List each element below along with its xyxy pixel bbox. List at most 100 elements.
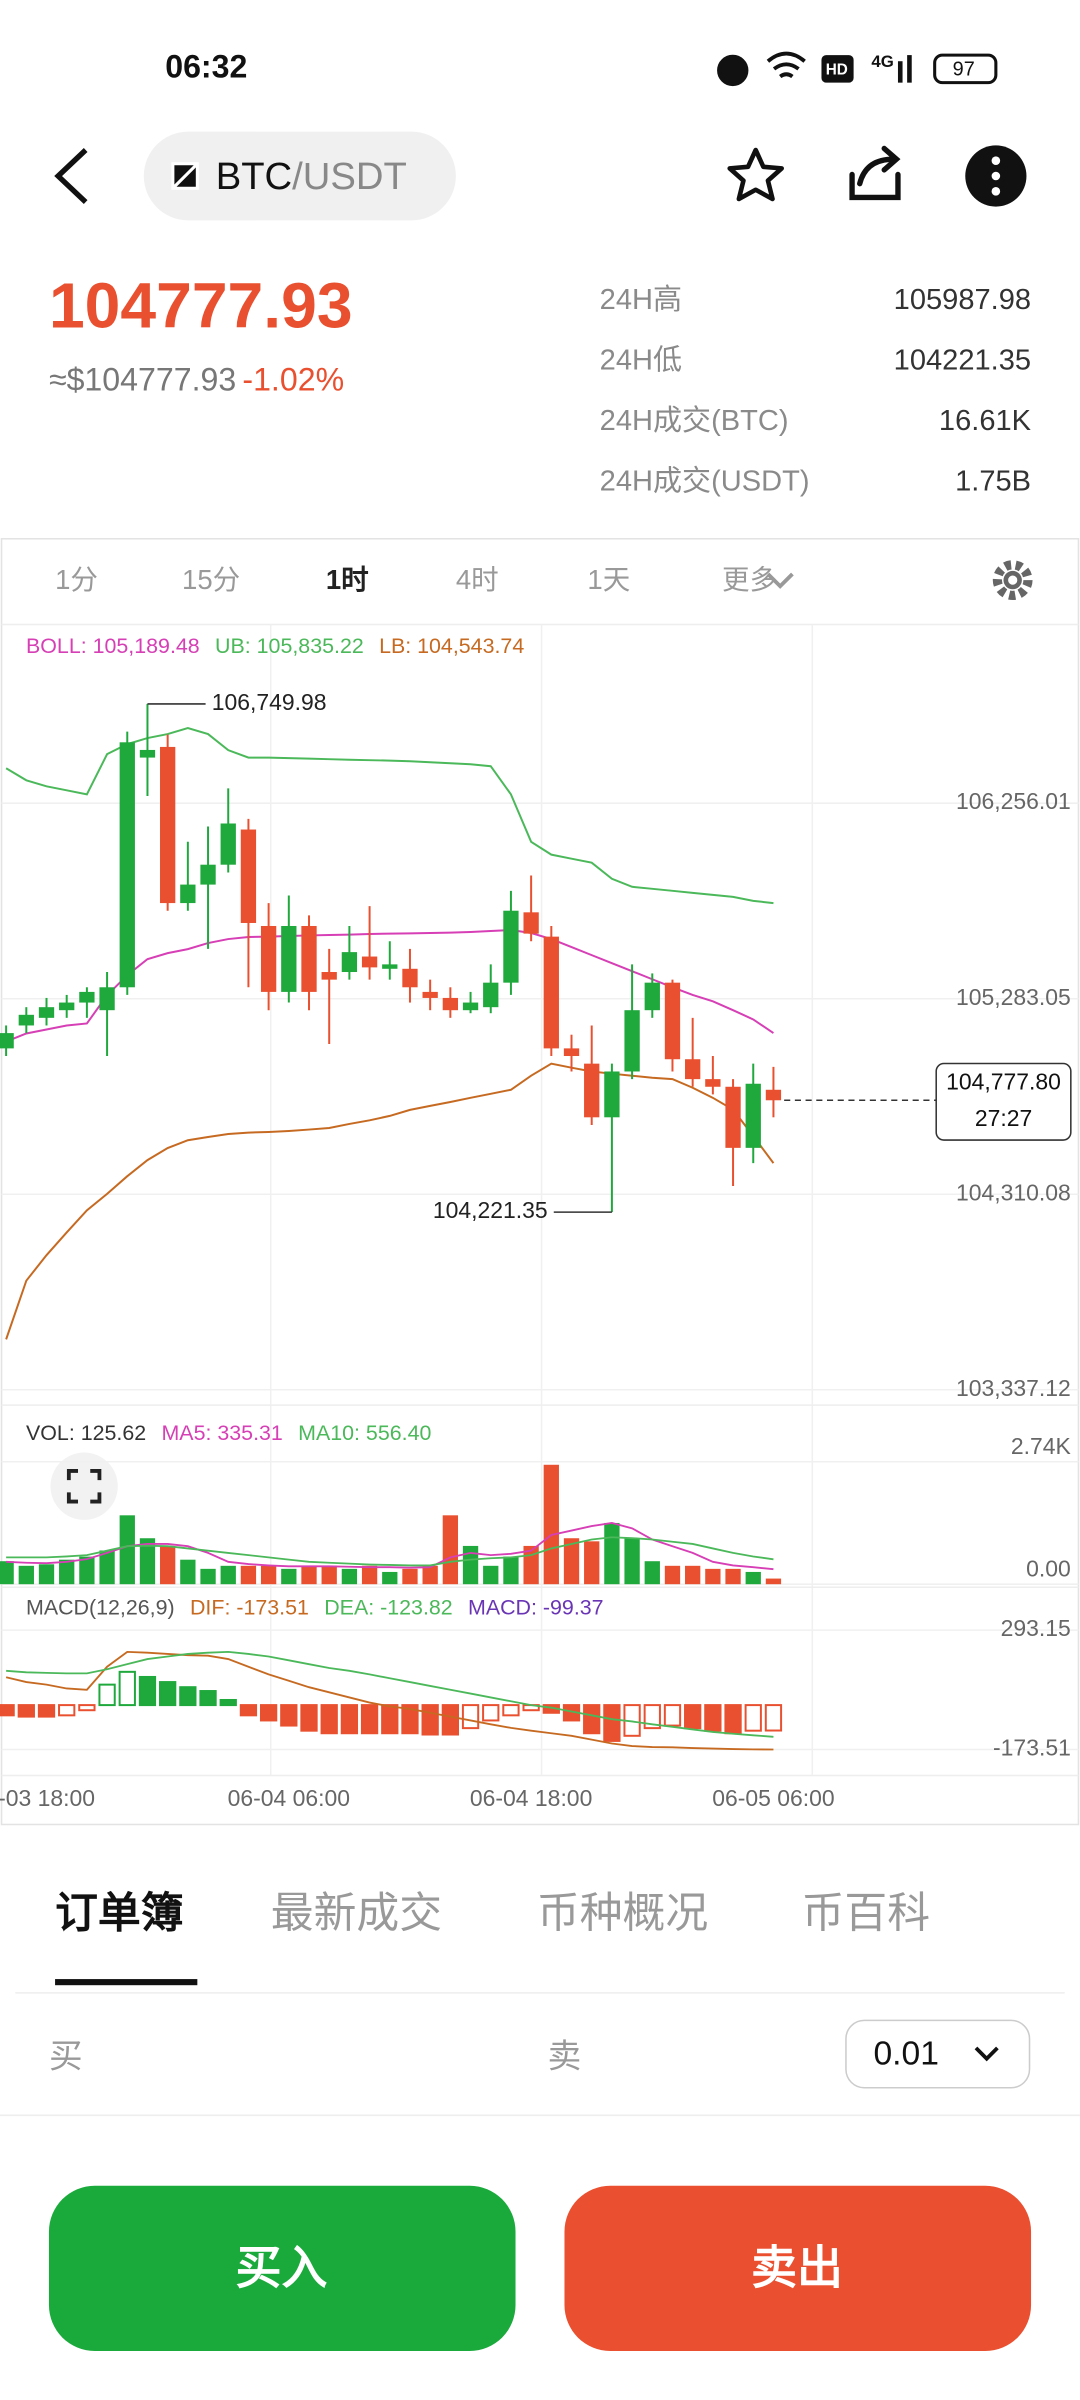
precision-chevron (974, 2046, 999, 2062)
pair-quote: /USDT (292, 155, 407, 198)
max-label: 106,749.98 (212, 689, 327, 715)
x-tick-label: 06-04 06:00 (228, 1785, 350, 1811)
back-button[interactable] (54, 148, 88, 204)
section-tab[interactable]: 最新成交 (271, 1890, 442, 1938)
section-tab[interactable]: 订单簿 (55, 1890, 183, 1938)
more-button[interactable] (965, 145, 1027, 207)
volume-bar (38, 1564, 55, 1585)
timeframe-tab[interactable]: 4时 (456, 564, 499, 595)
volume-bar (180, 1559, 196, 1585)
favorite-button[interactable] (727, 147, 784, 202)
volume-bar (543, 1464, 559, 1585)
y-tick-label: 105,283.05 (956, 984, 1071, 1010)
macd-bar (684, 1704, 702, 1730)
network-icon: 4G (871, 52, 893, 71)
candle-body (705, 1079, 721, 1087)
precision-value: 0.01 (873, 2035, 938, 2072)
volume-bar (422, 1565, 438, 1585)
share-button[interactable] (849, 145, 901, 201)
volume-bar (281, 1568, 297, 1585)
macd-bar (764, 1704, 783, 1732)
volume-bar (765, 1578, 782, 1585)
candle-body (462, 1002, 479, 1011)
volume-bar (685, 1565, 701, 1585)
macd-bar (421, 1704, 439, 1736)
candle-body (119, 742, 135, 988)
price-sub: ≈$104777.93 -1.02% (49, 362, 344, 398)
stat-label: 24H成交(USDT) (600, 465, 810, 498)
settings-button[interactable] (992, 560, 1033, 600)
volume-bar (664, 1565, 681, 1585)
usd-price: ≈$104777.93 (49, 362, 236, 398)
timeframe-tab[interactable]: 1时 (326, 564, 369, 595)
more-chevron (766, 572, 794, 589)
macd-bar (0, 1704, 15, 1717)
candle-body (321, 972, 337, 980)
volume-bar (705, 1568, 721, 1585)
macd-bar (280, 1704, 298, 1727)
y-tick-label: 103,337.12 (956, 1375, 1071, 1401)
legend-entry: MACD: -99.37 (468, 1595, 604, 1619)
volume-bar (462, 1545, 479, 1585)
pair-base: BTC (216, 155, 292, 198)
timeframe-tab[interactable]: 更多 (722, 564, 777, 595)
candle-body (341, 952, 358, 973)
timeframe-tab[interactable]: 15分 (182, 564, 240, 595)
volume-bar (361, 1565, 378, 1585)
candle-body (79, 991, 95, 1003)
volume-bar (584, 1541, 600, 1585)
candle-body (604, 1071, 620, 1118)
macd-bar (482, 1704, 500, 1722)
candle-body (624, 1010, 640, 1072)
tab-indicator (55, 1979, 198, 1986)
status-time: 06:32 (165, 48, 247, 84)
volume-bar (18, 1565, 34, 1585)
candle-body (543, 936, 559, 1049)
min-label: 104,221.35 (433, 1197, 548, 1223)
sell-column: 卖 (548, 2039, 582, 2076)
battery-level: 97 (953, 59, 975, 81)
volume-bar (725, 1568, 741, 1585)
x-tick-label: -03 18:00 (0, 1785, 95, 1811)
candle-body (664, 982, 681, 1060)
macd-bar (502, 1704, 520, 1717)
buy-button[interactable] (48, 2185, 516, 2352)
volume-bar (119, 1515, 135, 1585)
section-tab[interactable]: 币种概况 (537, 1890, 708, 1938)
candle-body (402, 968, 418, 988)
legend-entry: DEA: -123.82 (324, 1595, 452, 1619)
pair-name: BTC/USDT (216, 155, 407, 198)
macd-bar (138, 1675, 157, 1707)
macd-bar (603, 1704, 621, 1742)
timeframe-tab[interactable]: 1天 (587, 564, 630, 595)
macd-bar (58, 1704, 76, 1717)
y-tick-label: 0.00 (1026, 1555, 1071, 1581)
legend-entry: MA5: 335.31 (161, 1421, 282, 1445)
candle-body (503, 910, 519, 983)
section-tab[interactable]: 币百科 (802, 1890, 930, 1938)
macd-bar (179, 1686, 197, 1707)
volume-bar (99, 1550, 115, 1585)
volume-bar (139, 1538, 156, 1585)
stat-label: 24H成交(BTC) (600, 404, 789, 437)
stat-value: 105987.98 (894, 284, 1031, 316)
volume-bar (301, 1565, 317, 1585)
status-icons (717, 51, 998, 87)
fullscreen-button[interactable] (50, 1452, 118, 1520)
sell-button[interactable] (564, 2185, 1032, 2352)
volume-bar (402, 1568, 418, 1585)
timeframe-tab[interactable]: 1分 (55, 564, 98, 595)
candle-body (442, 997, 459, 1011)
volume-bar (503, 1556, 519, 1585)
macd-bar (441, 1704, 459, 1736)
legend-entry: DIF: -173.51 (190, 1595, 309, 1619)
macd-bar (340, 1704, 359, 1735)
precision-select[interactable] (845, 2019, 1031, 2089)
candle-body (765, 1089, 782, 1101)
y-tick-label: -173.51 (993, 1735, 1071, 1761)
pair-selector[interactable] (143, 131, 456, 221)
boll-line (5, 726, 774, 905)
candle-body (584, 1063, 600, 1118)
candle-body (685, 1059, 701, 1080)
